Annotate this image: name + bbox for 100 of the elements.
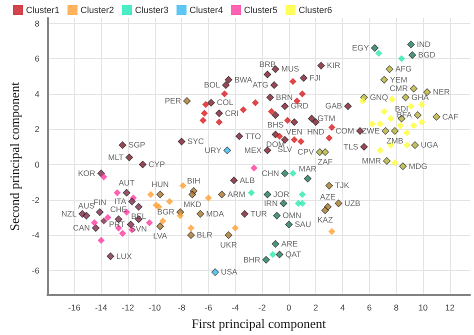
data-label: TTO <box>245 132 261 141</box>
point <box>202 100 210 108</box>
data-label: CAF <box>442 112 458 122</box>
data-label: GNQ <box>370 92 388 102</box>
point <box>221 90 228 98</box>
data-label: ZWE <box>362 126 380 136</box>
point <box>321 206 329 214</box>
data-label: UGA <box>420 140 439 150</box>
data-label: JOR <box>273 190 290 199</box>
data-label: ARM <box>228 190 246 199</box>
point <box>399 162 407 170</box>
data-label: PRT <box>108 220 125 229</box>
data-label: MLT <box>108 152 124 162</box>
point <box>380 108 388 116</box>
point <box>316 148 324 156</box>
point <box>252 99 259 106</box>
data-label: ZMB <box>386 136 404 146</box>
data-label: CYP <box>148 160 165 169</box>
point <box>272 240 280 248</box>
data-label: MMR <box>362 156 382 166</box>
point <box>376 146 384 154</box>
point <box>269 251 276 258</box>
data-label: ALB <box>240 176 255 185</box>
data-label: BRB <box>259 60 276 70</box>
data-label: BLR <box>196 230 213 240</box>
x-tick-label: -6 <box>204 302 212 313</box>
point <box>248 189 255 196</box>
point <box>166 198 174 206</box>
x-tick-label: -10 <box>148 302 162 313</box>
legend-label: Cluster6 <box>298 5 332 15</box>
point <box>211 268 219 276</box>
point <box>380 76 388 84</box>
data-label: BRN <box>276 92 294 102</box>
point <box>386 65 394 73</box>
data-label: MDA <box>206 209 225 218</box>
point <box>207 98 215 107</box>
point <box>290 136 298 144</box>
data-label: GTM <box>318 114 336 124</box>
data-label: SAU <box>294 220 312 229</box>
data-label: GAB <box>325 102 342 111</box>
data-label: IND <box>416 40 431 49</box>
legend-label: Cluster3 <box>135 5 169 15</box>
data-label: IRN <box>264 198 278 208</box>
x-axis-title: First principal component <box>192 316 326 331</box>
x-tick-label: 4 <box>340 302 346 313</box>
point <box>334 200 342 208</box>
point <box>411 141 419 149</box>
data-label: URY <box>204 146 222 155</box>
data-label: CRI <box>224 108 239 118</box>
point <box>410 122 418 130</box>
point <box>391 159 398 166</box>
point <box>200 110 208 117</box>
data-label: KIR <box>326 61 340 70</box>
y-tick-label: 8 <box>34 18 40 28</box>
point <box>187 231 195 239</box>
point <box>204 194 212 202</box>
data-label: MDG <box>408 162 428 171</box>
data-label: COM <box>336 126 355 136</box>
point <box>156 190 164 198</box>
y-tick-label: 4 <box>34 88 40 99</box>
point <box>298 190 306 198</box>
point <box>235 132 244 140</box>
x-tick-label: -2 <box>258 302 266 313</box>
data-label: ARE <box>281 239 298 248</box>
point <box>281 102 289 110</box>
point <box>224 76 232 84</box>
data-label: AZE <box>320 192 336 202</box>
data-label: CHE <box>110 204 127 214</box>
data-label: OMN <box>282 211 302 220</box>
data-label: GRD <box>290 102 309 111</box>
point <box>187 224 194 232</box>
point <box>276 250 284 258</box>
point <box>230 176 238 184</box>
legend-label: Cluster2 <box>80 5 114 15</box>
data-label: MKD <box>183 200 202 209</box>
point <box>304 174 312 182</box>
point <box>92 224 100 232</box>
legend-label: Cluster4 <box>190 5 224 15</box>
data-label: CAN <box>73 224 90 233</box>
point <box>96 208 104 216</box>
data-label: UZB <box>344 198 360 208</box>
point <box>298 90 306 98</box>
point <box>138 160 146 168</box>
point <box>240 106 247 114</box>
point <box>418 118 426 126</box>
data-label: SGP <box>128 140 146 150</box>
y-tick-label: -6 <box>32 265 40 276</box>
point <box>272 111 280 119</box>
data-label: UKR <box>220 240 238 250</box>
point <box>317 62 325 70</box>
data-label: MUS <box>281 64 300 74</box>
point <box>264 190 272 198</box>
point <box>196 210 204 218</box>
point <box>270 81 278 89</box>
x-tick-label: 0 <box>286 302 292 313</box>
legend-label: Cluster1 <box>26 5 60 15</box>
data-label: FIN <box>93 198 106 207</box>
point <box>188 190 196 198</box>
point <box>308 114 316 122</box>
y-tick-label: 2 <box>34 124 40 134</box>
